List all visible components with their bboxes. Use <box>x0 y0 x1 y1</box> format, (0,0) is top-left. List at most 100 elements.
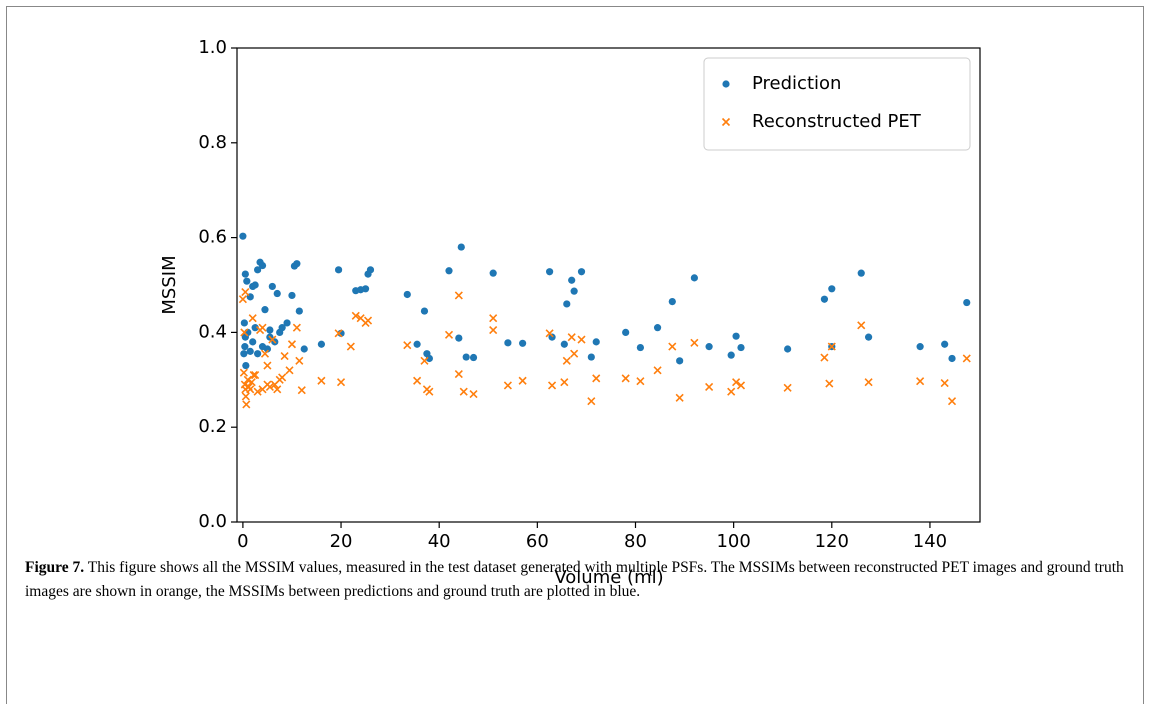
data-point <box>346 342 355 351</box>
x-tick-label: 40 <box>428 531 451 552</box>
caption-text: This figure shows all the MSSIM values, … <box>25 559 1124 600</box>
data-point <box>587 353 595 361</box>
x-tick-label: 80 <box>624 531 647 552</box>
data-point <box>243 375 252 384</box>
data-point <box>825 379 834 388</box>
data-point <box>287 340 297 349</box>
legend-marker <box>721 117 731 127</box>
data-point <box>295 307 303 315</box>
data-point <box>548 333 556 341</box>
data-point <box>622 328 630 336</box>
data-point <box>454 370 463 379</box>
data-point <box>403 290 411 299</box>
data-point <box>570 349 579 358</box>
data-point <box>567 333 576 342</box>
data-point <box>273 385 282 394</box>
data-point <box>636 343 644 352</box>
data-point <box>249 370 258 380</box>
data-point <box>489 314 498 323</box>
data-point <box>263 345 272 353</box>
data-point <box>283 319 291 327</box>
data-point <box>413 340 421 348</box>
data-point <box>239 232 247 240</box>
data-point <box>336 378 346 387</box>
x-tick-label: 100 <box>716 531 750 552</box>
data-point <box>297 386 306 395</box>
data-point <box>241 270 249 278</box>
data-point <box>727 387 736 396</box>
y-tick-label: 0.8 <box>198 132 227 153</box>
data-point <box>857 269 865 277</box>
x-tick-label: 120 <box>815 531 849 552</box>
data-point <box>351 311 360 320</box>
data-point <box>260 349 270 358</box>
data-point <box>489 325 498 335</box>
data-point <box>334 329 343 338</box>
data-point <box>736 381 746 390</box>
data-point <box>570 287 578 295</box>
x-tick-label: 140 <box>913 531 947 552</box>
data-point <box>337 329 345 337</box>
data-point <box>653 366 662 375</box>
data-point <box>690 274 698 282</box>
y-tick-label: 1.0 <box>198 37 227 58</box>
data-point <box>241 288 250 297</box>
data-point <box>504 339 512 347</box>
data-point <box>454 291 463 300</box>
data-point <box>295 356 304 365</box>
data-point <box>784 345 792 353</box>
data-point <box>240 328 249 337</box>
data-point <box>293 260 301 268</box>
data-point <box>253 387 262 396</box>
data-point <box>403 341 412 350</box>
data-point <box>251 324 259 332</box>
legend-marker <box>722 80 730 88</box>
data-point <box>732 332 740 340</box>
data-point <box>519 339 527 347</box>
data-point <box>455 334 463 342</box>
data-point <box>546 268 554 276</box>
data-point <box>820 295 829 303</box>
data-point <box>240 350 248 358</box>
data-point <box>242 400 251 409</box>
data-point <box>258 261 267 270</box>
data-point <box>361 285 370 293</box>
data-point <box>820 353 829 362</box>
data-point <box>675 393 684 402</box>
data-point <box>462 353 470 361</box>
data-point <box>251 281 259 289</box>
data-point <box>292 323 301 332</box>
data-point <box>240 319 248 327</box>
data-point <box>445 267 453 275</box>
data-point <box>268 335 277 344</box>
y-tick-label: 0.4 <box>198 321 227 342</box>
data-point <box>668 342 677 351</box>
data-point <box>420 356 429 365</box>
x-tick-label: 20 <box>330 531 353 552</box>
data-point <box>828 285 836 293</box>
y-axis-label: MSSIM <box>159 255 180 314</box>
data-point <box>962 354 971 363</box>
data-point <box>705 382 714 391</box>
data-point <box>420 307 429 315</box>
data-point <box>266 326 274 334</box>
data-point <box>916 377 925 386</box>
data-point <box>363 316 373 325</box>
data-point <box>285 366 294 375</box>
data-point <box>425 354 433 363</box>
data-point <box>246 347 254 355</box>
data-point <box>469 353 478 362</box>
data-point <box>732 378 741 387</box>
legend-label: Reconstructed PET <box>752 111 922 132</box>
data-point <box>243 277 251 285</box>
data-point <box>783 383 792 392</box>
data-point <box>827 342 836 351</box>
data-point <box>254 266 262 274</box>
data-point <box>547 381 557 390</box>
data-point <box>621 374 630 383</box>
data-point <box>459 387 468 396</box>
data-point <box>963 298 971 307</box>
data-point <box>273 289 281 298</box>
